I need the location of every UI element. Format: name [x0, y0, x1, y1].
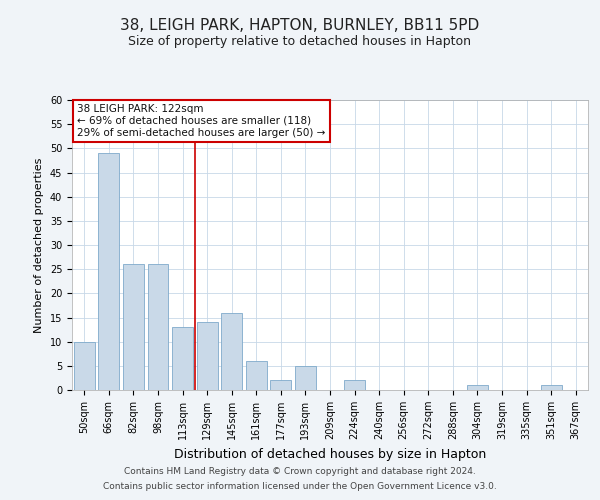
Bar [541, 385, 562, 390]
X-axis label: Distribution of detached houses by size in Hapton: Distribution of detached houses by size … [174, 448, 486, 460]
Bar [467, 385, 488, 390]
Bar [197, 322, 218, 390]
Bar [172, 327, 193, 390]
Bar [295, 366, 316, 390]
Text: Contains public sector information licensed under the Open Government Licence v3: Contains public sector information licen… [103, 482, 497, 491]
Bar [74, 342, 95, 390]
Text: Contains HM Land Registry data © Crown copyright and database right 2024.: Contains HM Land Registry data © Crown c… [124, 467, 476, 476]
Bar [246, 361, 267, 390]
Text: 38, LEIGH PARK, HAPTON, BURNLEY, BB11 5PD: 38, LEIGH PARK, HAPTON, BURNLEY, BB11 5P… [121, 18, 479, 32]
Bar [271, 380, 292, 390]
Text: Size of property relative to detached houses in Hapton: Size of property relative to detached ho… [128, 35, 472, 48]
Bar [98, 153, 119, 390]
Bar [221, 312, 242, 390]
Bar [344, 380, 365, 390]
Y-axis label: Number of detached properties: Number of detached properties [34, 158, 44, 332]
Bar [123, 264, 144, 390]
Bar [148, 264, 169, 390]
Text: 38 LEIGH PARK: 122sqm
← 69% of detached houses are smaller (118)
29% of semi-det: 38 LEIGH PARK: 122sqm ← 69% of detached … [77, 104, 326, 138]
